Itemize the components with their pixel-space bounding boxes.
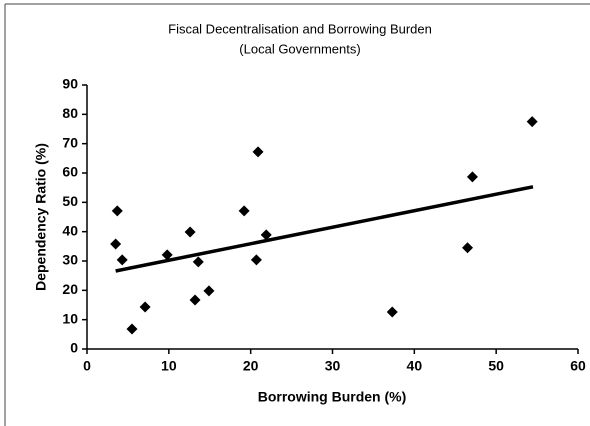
y-tick-label: 50	[62, 193, 78, 209]
trend-line	[115, 185, 534, 273]
chart-subtitle: (Local Governments)	[239, 41, 360, 56]
point	[139, 301, 151, 313]
point	[250, 254, 262, 266]
point	[116, 254, 128, 266]
point	[252, 146, 264, 158]
x-tick-label: 0	[83, 358, 91, 374]
x-tick-label: 60	[570, 358, 586, 374]
point	[110, 238, 122, 250]
point	[526, 116, 538, 128]
y-axis-title: Dependency Ratio (%)	[33, 143, 49, 291]
x-tick-label: 30	[325, 358, 341, 374]
x-tick-label: 10	[161, 358, 177, 374]
point	[111, 205, 123, 217]
point	[386, 306, 398, 318]
point	[466, 171, 478, 183]
chart-title: Fiscal Decentralisation and Borrowing Bu…	[168, 21, 432, 36]
point	[161, 249, 173, 261]
point	[184, 226, 196, 238]
point	[126, 323, 138, 335]
y-tick-label: 20	[62, 281, 78, 297]
x-tick-label: 50	[488, 358, 504, 374]
point	[192, 256, 204, 268]
x-axis-title: Borrowing Burden (%)	[258, 389, 407, 405]
y-tick-label: 60	[62, 164, 78, 180]
y-tick-label: 90	[62, 76, 78, 92]
point	[260, 229, 272, 241]
point	[462, 242, 474, 254]
x-tick-label: 40	[407, 358, 423, 374]
x-tick-label: 20	[243, 358, 259, 374]
point	[203, 285, 215, 297]
y-tick-label: 80	[62, 105, 78, 121]
y-tick-label: 30	[62, 252, 78, 268]
y-tick-label: 70	[62, 134, 78, 150]
point	[238, 205, 250, 217]
y-tick-label: 0	[70, 340, 78, 356]
y-tick-label: 10	[62, 310, 78, 326]
point	[189, 294, 201, 306]
y-tick-label: 40	[62, 222, 78, 238]
